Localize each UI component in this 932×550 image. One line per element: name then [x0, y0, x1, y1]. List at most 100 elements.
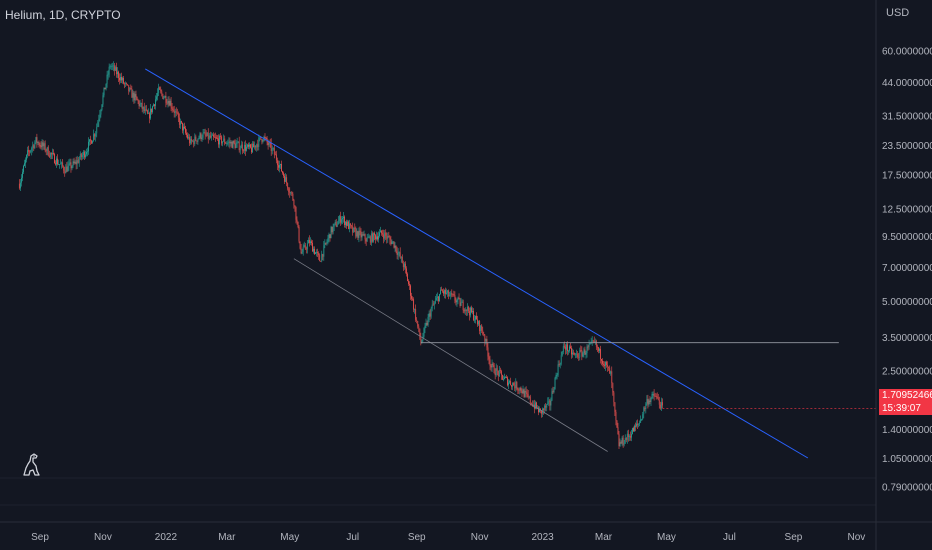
- price-tick-label: 3.50000000: [882, 333, 932, 344]
- candle: [381, 230, 383, 236]
- candle: [343, 211, 344, 223]
- candle: [629, 431, 631, 441]
- candle: [472, 307, 473, 315]
- candle: [155, 95, 156, 110]
- candle: [346, 219, 347, 229]
- candle: [319, 253, 321, 262]
- candle: [194, 133, 196, 147]
- candle: [423, 327, 425, 338]
- candle: [369, 235, 371, 245]
- candle: [342, 216, 343, 225]
- candle: [115, 62, 117, 78]
- candle: [504, 373, 505, 380]
- candle: [565, 341, 567, 354]
- candle: [595, 339, 597, 351]
- candle: [47, 145, 49, 157]
- candle: [404, 261, 406, 274]
- candle: [70, 158, 72, 173]
- candle: [499, 367, 501, 374]
- candle: [513, 382, 515, 386]
- candle: [368, 234, 370, 239]
- price-tick-label: 1.40000000: [882, 425, 932, 436]
- candle: [441, 286, 442, 291]
- candle: [159, 86, 161, 91]
- candle: [253, 141, 255, 148]
- candle: [621, 435, 623, 447]
- candle: [584, 346, 586, 356]
- candle: [375, 234, 376, 244]
- candle: [500, 369, 502, 380]
- candle: [549, 399, 551, 411]
- candle: [388, 231, 390, 238]
- candle: [163, 95, 165, 100]
- candle: [79, 151, 81, 160]
- candle: [638, 423, 640, 428]
- candle: [482, 326, 484, 336]
- candle: [280, 163, 281, 169]
- candle: [275, 150, 277, 164]
- candle: [305, 246, 307, 254]
- candle: [101, 104, 103, 112]
- time-tick-label: May: [657, 532, 676, 543]
- candle: [236, 137, 238, 148]
- candle: [379, 229, 380, 238]
- candle: [445, 287, 447, 299]
- candle: [64, 166, 66, 177]
- candle: [130, 84, 132, 90]
- candle: [635, 422, 636, 432]
- candle: [402, 260, 404, 271]
- candle: [178, 113, 180, 129]
- candle: [165, 91, 167, 108]
- candle: [322, 253, 324, 261]
- candle: [617, 422, 619, 435]
- candle: [202, 129, 204, 141]
- candle: [624, 434, 626, 444]
- candle: [585, 350, 587, 359]
- candle: [258, 134, 260, 151]
- candle: [527, 390, 529, 400]
- trend-drawings[interactable]: [145, 68, 876, 459]
- candle: [415, 304, 417, 322]
- candle: [85, 150, 86, 159]
- candle: [298, 225, 300, 244]
- candle: [555, 372, 557, 380]
- candle: [545, 403, 547, 412]
- currency-label[interactable]: USD: [886, 7, 910, 19]
- candle: [217, 135, 218, 141]
- candle: [100, 108, 102, 118]
- candle: [172, 106, 174, 112]
- candle: [390, 235, 392, 246]
- candle: [61, 161, 63, 169]
- candle: [314, 246, 315, 255]
- candle: [501, 374, 503, 381]
- candle: [122, 76, 123, 84]
- candle: [416, 317, 418, 324]
- candle: [134, 91, 136, 104]
- tradingview-dino-icon[interactable]: [20, 452, 44, 478]
- candle: [154, 103, 155, 110]
- candle: [396, 246, 398, 260]
- candle: [377, 232, 378, 242]
- candle: [198, 135, 200, 140]
- candle: [352, 222, 354, 236]
- candle: [512, 382, 514, 391]
- candle: [634, 424, 635, 432]
- candle: [110, 63, 112, 71]
- candle: [242, 148, 244, 153]
- candle: [51, 148, 53, 159]
- time-axis[interactable]: Sep Nov 2022 Mar May Jul Sep Nov 2023 Mar May Jul Se…: [0, 521, 932, 543]
- candle: [637, 419, 638, 430]
- candle: [579, 347, 581, 361]
- candle: [76, 155, 78, 170]
- price-axis[interactable]: 60.00000000 44.00000000 31.50000000 23.5000…: [875, 0, 932, 550]
- candle: [516, 380, 518, 391]
- candle: [439, 293, 440, 302]
- candle: [95, 131, 97, 142]
- candle: [371, 231, 373, 243]
- candle: [348, 220, 349, 230]
- candle: [137, 98, 139, 104]
- time-tick-label: Jul: [723, 532, 736, 543]
- candle: [197, 138, 199, 145]
